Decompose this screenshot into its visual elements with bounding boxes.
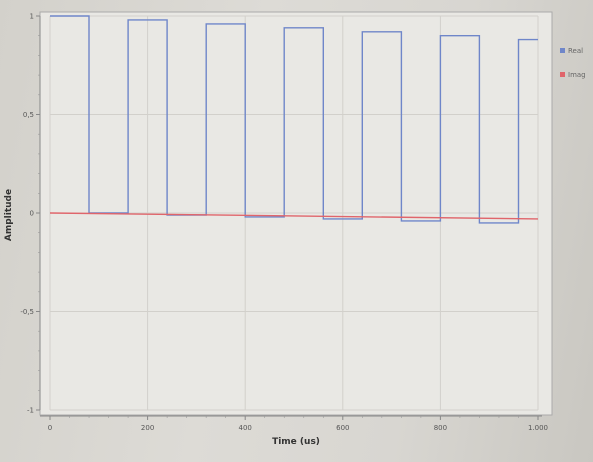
y-tick-label: -1 — [27, 407, 34, 415]
x-tick-layer: 0 200 400 600 800 1.000 — [40, 415, 548, 432]
y-tick-label: -0,5 — [20, 308, 34, 316]
legend-label-real: Real — [568, 47, 583, 55]
series-line-real — [50, 15, 538, 224]
legend: Real Imag — [560, 47, 586, 79]
x-axis-title: Time (us) — [272, 437, 320, 447]
x-tick-label: 1.000 — [528, 424, 548, 432]
series-line-imag — [49, 212, 539, 220]
legend-swatch-imag — [560, 72, 565, 77]
y-tick-label: 0,5 — [23, 111, 34, 119]
legend-swatch-real — [560, 48, 565, 53]
x-tick-label: 200 — [141, 424, 154, 432]
y-axis-title: Amplitude — [4, 189, 14, 241]
x-tick-label: 400 — [239, 424, 252, 432]
series-layer — [49, 15, 539, 224]
x-tick-label: 600 — [336, 424, 349, 432]
x-tick-label: 800 — [434, 424, 447, 432]
x-tick-label: 0 — [48, 424, 52, 432]
y-tick-label: 1 — [30, 13, 34, 21]
legend-label-imag: Imag — [568, 71, 586, 79]
y-tick-label: 0 — [30, 210, 34, 218]
y-tick-layer: 1 0,5 0 -0,5 -1 — [20, 13, 41, 415]
